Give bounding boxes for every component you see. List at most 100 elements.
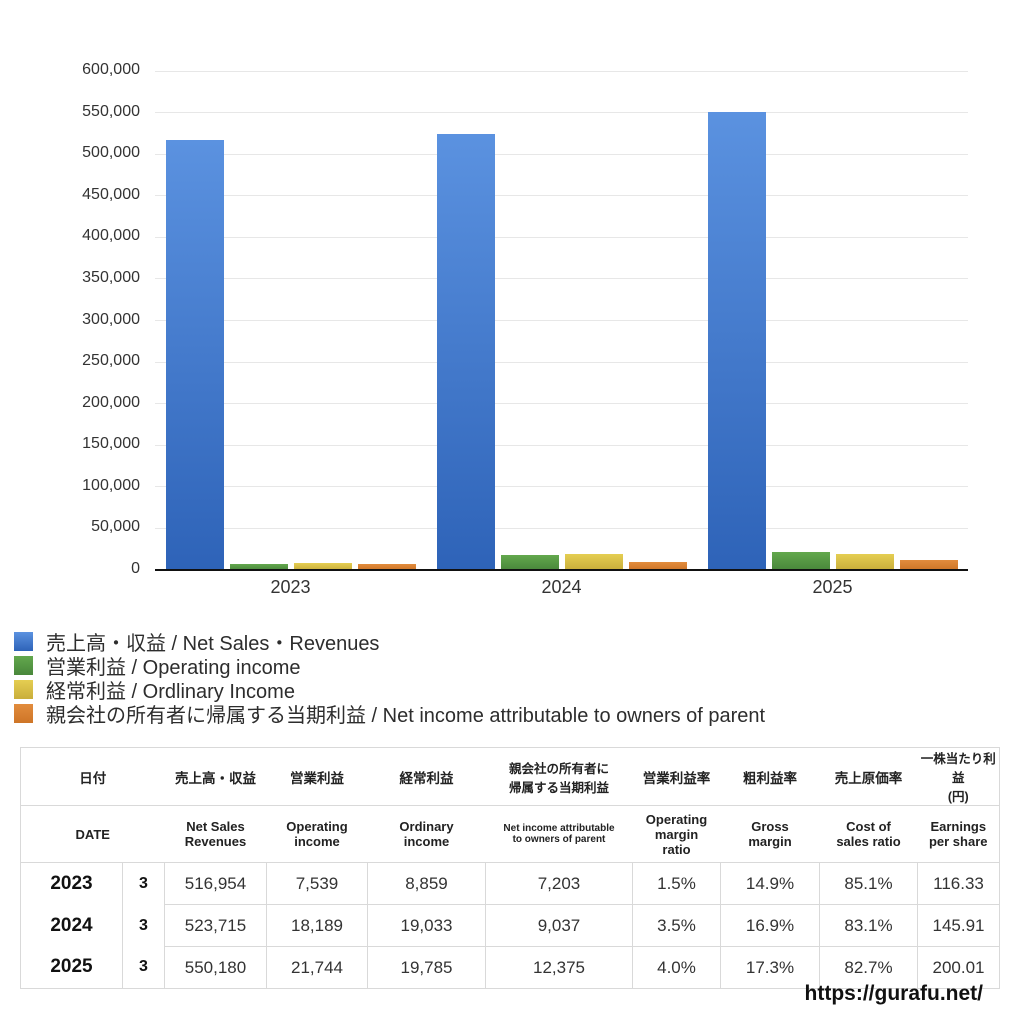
table-cell: 523,715 [164,904,267,947]
legend-swatch [14,679,33,699]
table-header-cell: 営業利益 [266,747,368,806]
bar-series1-2023 [229,563,288,570]
month-cell: 3 [122,904,165,947]
bar-series1-2024 [500,554,559,570]
table-cell: 9,037 [485,904,633,947]
gridline [155,527,968,529]
table-cell: 17.3% [720,946,820,989]
gridline [155,361,968,363]
bar-series2-2023 [293,562,352,570]
table-cell: 19,033 [367,904,486,947]
legend-label: 経常利益 / Ordlinary Income [46,680,295,703]
table-cell: 14.9% [720,862,820,905]
table-cell: 12,375 [485,946,633,989]
table-header-cell: Net Sales Revenues [164,805,267,863]
gridline [155,486,968,488]
legend-item: 親会社の所有者に帰属する当期利益 / Net income attributab… [14,701,766,727]
table-header-cell: Operating income [266,805,368,863]
y-axis-tick-label: 400,000 [82,227,140,245]
table-row: 2023 3 516,954 7,539 8,859 7,203 1.5% 14.9% 85.1… [21,862,1000,905]
table-cell: 145.91 [917,904,1000,947]
legend-label: 営業利益 / Operating income [46,656,301,679]
table-head: 日付 売上高・収益 営業利益 経常利益 親会社の所有者に 帰属する当期利益 営業利益率 粗利… [20,747,1000,863]
chart-legend: 売上高・収益 / Net Sales・Revenues 営業利益 / Operat… [14,629,766,727]
table-header-cell: 売上高・収益 [164,747,267,806]
y-axis-tick-label: 300,000 [82,310,140,328]
gridline [155,278,968,280]
y-axis-tick-label: 150,000 [82,435,140,453]
table-row: 2024 3 523,715 18,189 19,033 9,037 3.5% 16.9% 83… [21,904,1000,947]
y-axis-tick-label: 50,000 [91,518,140,536]
year-cell: 2025 [50,956,93,978]
y-axis-tick-label: 350,000 [82,268,140,286]
table-cell: 18,189 [266,904,368,947]
year-cell: 2024 [50,914,93,936]
y-axis-tick-label: 0 [131,560,140,577]
table-header-cell: Operating margin ratio [632,805,721,863]
table-header-cell: 親会社の所有者に 帰属する当期利益 [485,747,633,806]
bar-series2-2024 [564,554,623,570]
table-header-cell: Cost of sales ratio [819,805,918,863]
year-cell: 2023 [50,872,93,894]
gridline [155,320,968,321]
table-cell: 7,539 [266,862,368,905]
bar-series2-2025 [835,553,894,570]
y-axis-tick-label: 250,000 [82,352,140,370]
y-axis-tick-label: 500,000 [82,144,140,162]
table-cell: 16.9% [720,904,820,947]
y-axis-tick-label: 450,000 [82,185,140,203]
table-header-cell: Net income attributable to owners of par… [485,805,633,863]
month-cell: 3 [122,946,165,989]
table-cell: 3.5% [632,904,721,947]
table-header-cell: Ordinary income [367,805,486,863]
table-cell: 7,203 [485,862,633,905]
financial-table: 日付 売上高・収益 営業利益 経常利益 親会社の所有者に 帰属する当期利益 営業利益率 粗利… [20,747,1000,989]
table-cell: 85.1% [819,862,918,905]
legend-swatch [14,703,33,723]
legend-item: 営業利益 / Operating income [14,653,765,679]
y-axis-tick-label: 550,000 [82,102,140,120]
gridline [155,236,968,238]
table-header-cell: 売上原価率 [819,747,918,806]
table-header-cell: 日付 [20,747,165,806]
gridline [155,195,968,197]
legend-label: 親会社の所有者に帰属する当期利益 / Net income attributab… [46,704,766,727]
y-axis-tick-label: 600,000 [82,61,140,78]
legend-item: 売上高・収益 / Net Sales・Revenues [14,629,765,655]
table-cell: 550,180 [164,946,267,989]
table-cell: 116.33 [917,862,1000,905]
table-cell: 1.5% [632,862,721,905]
bar-series0-2023 [165,140,224,570]
table-header-cell: Gross margin [720,805,820,863]
table-header-cell: DATE [20,805,165,863]
x-axis-line [155,569,968,571]
y-axis-tick-label: 100,000 [82,476,140,494]
gridline [155,403,968,405]
x-axis-tick-label: 2023 [270,577,311,597]
site-url: https://gurafu.net/ [804,982,983,1005]
table-cell: 8,859 [367,862,486,905]
legend-swatch [14,655,33,675]
table-header-cell: 経常利益 [367,747,486,806]
table-header-cell: Earnings per share [917,805,1000,863]
y-axis-tick-label: 200,000 [82,393,140,411]
bar-series1-2025 [771,551,830,570]
table-body: 2023 3 516,954 7,539 8,859 7,203 1.5% 14.9% 85.1… [21,862,1000,989]
legend-swatch [14,631,33,651]
legend-label: 売上高・収益 / Net Sales・Revenues [46,632,380,655]
bar-series0-2024 [436,134,495,570]
gridline [155,444,968,446]
bar-series3-2025 [899,559,958,570]
table-cell: 516,954 [164,862,267,905]
table-header-cell: 一株当たり利益 (円) [917,747,1000,806]
table-cell: 21,744 [266,946,368,989]
table-cell: 82.7% [819,946,918,989]
table-header-cell: 営業利益率 [632,747,721,806]
table-cell: 83.1% [819,904,918,947]
x-axis-tick-label: 2025 [812,577,853,597]
month-cell: 3 [122,862,165,905]
table-cell: 19,785 [367,946,486,989]
gridline [155,153,968,155]
gridline [155,70,968,72]
